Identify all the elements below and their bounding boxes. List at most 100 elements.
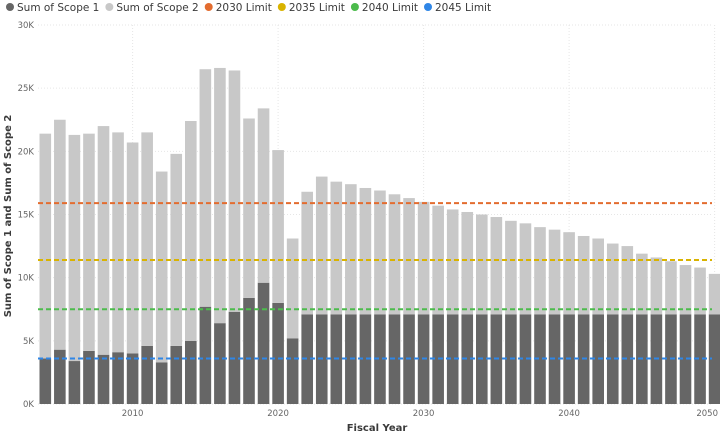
bar-scope2 [621, 246, 634, 315]
y-tick-label: 30K [18, 21, 35, 31]
bar-scope2 [243, 118, 255, 298]
bar-scope2 [170, 153, 183, 346]
bar-scope2 [374, 190, 386, 315]
y-tick-label: 25K [18, 84, 35, 94]
x-tick-label: 2020 [267, 409, 289, 419]
bar-scope2 [330, 181, 343, 315]
bars [39, 67, 720, 404]
bar-scope1 [68, 361, 81, 404]
bar-scope2 [403, 198, 415, 315]
bar-scope1 [97, 354, 110, 404]
y-axis-ticks: 0K 5K 10K 15K 20K 25K 30K [18, 21, 35, 410]
y-tick-label: 10K [18, 274, 35, 284]
bar-scope1 [708, 314, 720, 404]
bar-scope2 [534, 227, 546, 315]
bar-scope2 [301, 191, 313, 315]
y-tick-label: 5K [23, 337, 34, 347]
bar-scope1 [519, 314, 532, 404]
bar-scope1 [374, 314, 386, 404]
bar-scope1 [286, 338, 299, 404]
bar-scope2 [606, 243, 619, 315]
bar-scope1 [534, 314, 546, 404]
bar-scope2 [476, 214, 488, 315]
limit-lines [38, 202, 712, 360]
bar-scope2 [185, 121, 197, 341]
bar-scope2 [519, 223, 532, 315]
bar-scope2 [39, 133, 52, 359]
bar-scope2 [68, 134, 81, 362]
legend-label: 2030 Limit [216, 2, 272, 14]
legend-marker [350, 3, 359, 11]
legend-marker [277, 3, 286, 11]
bar-scope2 [54, 119, 66, 350]
bar-scope2 [141, 132, 153, 346]
bar-scope2 [505, 220, 517, 315]
bar-scope2 [286, 238, 299, 339]
x-tick-label: 2010 [122, 409, 144, 419]
x-axis-title: Fiscal Year [347, 423, 408, 434]
bar-scope2 [636, 253, 648, 315]
x-tick-label: 2030 [413, 409, 435, 419]
bar-scope2 [228, 70, 241, 312]
bar-scope1 [301, 314, 313, 404]
legend-marker [204, 3, 213, 11]
bar-scope2 [708, 273, 720, 315]
bar-scope1 [126, 353, 139, 404]
y-tick-label: 0K [23, 400, 34, 410]
y-tick-label: 20K [18, 147, 35, 157]
legend: Sum of Scope 1 Sum of Scope 2 2030 Limit 20… [6, 2, 491, 14]
x-tick-label: 2040 [558, 409, 580, 419]
bar-scope1 [461, 314, 474, 404]
bar-scope1 [606, 314, 619, 404]
bar-scope1 [214, 323, 226, 404]
bar-scope1 [359, 314, 372, 404]
legend-label: 2045 Limit [435, 2, 491, 14]
bar-scope1 [446, 314, 459, 404]
bar-scope2 [272, 150, 284, 303]
legend-marker [105, 3, 114, 11]
bar-scope2 [563, 232, 575, 315]
legend-marker [6, 3, 14, 11]
bar-scope2 [592, 238, 604, 315]
bar-scope2 [461, 211, 474, 315]
x-axis-ticks: 2010 2020 2030 2040 2050 [122, 409, 718, 419]
bar-scope2 [315, 176, 328, 315]
legend-label: 2040 Limit [362, 2, 418, 14]
bar-scope2 [417, 201, 430, 315]
bar-scope2 [548, 229, 561, 315]
bar-scope2 [388, 194, 401, 315]
bar-scope1 [155, 362, 168, 404]
bar-scope1 [272, 302, 284, 404]
bar-scope1 [185, 340, 197, 404]
bar-scope1 [243, 297, 255, 404]
bar-scope2 [214, 67, 226, 324]
bar-scope2 [155, 171, 168, 363]
bar-scope2 [257, 108, 270, 283]
bar-scope1 [170, 345, 183, 404]
bar-scope2 [112, 132, 124, 353]
legend-label: 2035 Limit [289, 2, 345, 14]
bar-scope2 [126, 142, 139, 354]
bar-scope1 [621, 314, 634, 404]
bar-scope1 [112, 352, 124, 404]
bar-scope2 [679, 265, 692, 315]
bar-scope1 [83, 350, 95, 404]
bar-scope2 [359, 187, 372, 315]
bar-scope1 [694, 314, 706, 404]
legend-label: Sum of Scope 2 [116, 2, 198, 14]
bar-scope2 [490, 217, 503, 315]
legend-label: Sum of Scope 1 [17, 2, 99, 14]
bar-scope2 [650, 257, 663, 315]
y-tick-label: 15K [18, 211, 35, 221]
bar-scope1 [257, 282, 270, 404]
legend-marker [424, 3, 432, 11]
bar-scope1 [54, 349, 66, 404]
bar-scope1 [679, 314, 692, 404]
bar-scope2 [446, 209, 459, 315]
y-axis-title: Sum of Scope 1 and Sum of Scope 2 [3, 115, 14, 318]
bar-scope2 [577, 235, 590, 315]
bar-scope2 [665, 261, 677, 315]
bar-scope2 [97, 126, 110, 355]
x-tick-label: 2050 [696, 409, 718, 419]
